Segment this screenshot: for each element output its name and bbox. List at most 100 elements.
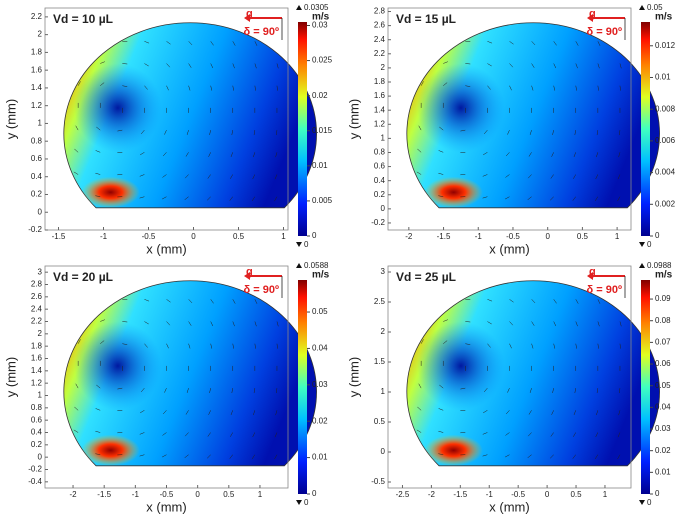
flow-arrow <box>617 454 621 460</box>
colorbar-tick-label: 0.04 <box>312 344 328 353</box>
flow-arrow <box>420 339 424 344</box>
flow-arrow <box>575 85 577 91</box>
y-tick-label: 2 <box>38 30 43 39</box>
flow-arrow <box>551 410 554 415</box>
flow-arrow <box>210 85 213 91</box>
flow-arrow <box>595 432 599 438</box>
y-tick-label: -0.2 <box>28 225 42 234</box>
flow-arrow <box>162 432 167 436</box>
flow-arrow <box>254 280 258 282</box>
flow-arrow <box>574 130 577 136</box>
colorbar-tick-label: 0 <box>655 489 660 498</box>
flow-arrow <box>418 383 422 389</box>
x-tick-label: 1 <box>258 490 263 499</box>
flow-arrow <box>395 452 399 455</box>
x-tick-label: -1 <box>486 490 494 499</box>
flow-arrow <box>418 125 422 131</box>
flow-arrow <box>232 22 237 24</box>
x-tick-label: -1 <box>475 232 483 241</box>
panel: -1.5 -1 -0.5 0 0.5 1 -0.2 0 0.2 0.4 0.6 0.8 1 1.2 1.4 1… <box>3 3 332 256</box>
x-tick-label: 1 <box>615 232 620 241</box>
flow-arrow <box>487 63 492 67</box>
x-tick-label: -0.5 <box>506 232 520 241</box>
flow-arrow <box>575 63 578 69</box>
flow-arrow <box>254 321 257 327</box>
x-tick-label: -1.5 <box>453 490 467 499</box>
x-tick-label: -1.5 <box>97 490 111 499</box>
colorbar-tick-label: 0.06 <box>655 359 671 368</box>
flow-arrow <box>230 152 234 158</box>
flow-arrow <box>74 406 79 411</box>
flow-arrow <box>95 172 101 175</box>
y-tick-label: 0.6 <box>31 415 43 424</box>
flow-arrow <box>251 196 256 202</box>
flow-arrow <box>251 454 256 460</box>
flow-arrow <box>77 59 83 64</box>
y-tick-label: -0.5 <box>371 477 385 486</box>
flow-arrow <box>95 218 100 219</box>
flow-arrow <box>597 299 601 304</box>
flow-arrow <box>618 152 621 158</box>
colorbar-unit: m/s <box>655 12 673 23</box>
colorbar-min: 0 <box>647 498 652 507</box>
flow-arrow <box>553 343 556 349</box>
gravity-label: g <box>246 8 253 20</box>
flow-arrow <box>276 130 278 136</box>
flow-arrow <box>596 130 599 136</box>
flow-arrow <box>399 296 403 299</box>
flow-arrow <box>167 277 171 279</box>
y-tick-label: 0.4 <box>374 176 386 185</box>
x-axis-label: x (mm) <box>489 499 529 514</box>
flow-arrow <box>184 454 189 459</box>
flow-arrow <box>252 477 255 481</box>
colorbar-min: 0 <box>647 240 652 249</box>
flow-arrow <box>465 85 471 87</box>
flow-arrow <box>527 477 531 480</box>
flow-arrow <box>396 148 399 152</box>
flow-arrow <box>595 174 599 180</box>
flow-arrow <box>209 130 211 136</box>
flow-arrow <box>505 432 510 436</box>
flow-arrow <box>439 384 444 389</box>
flow-arrow <box>95 195 101 197</box>
flow-arrow <box>420 317 426 322</box>
x-tick-label: 0 <box>545 232 550 241</box>
colorbar-max: 0.05 <box>647 3 663 12</box>
flow-arrow <box>276 388 278 394</box>
flow-arrow <box>144 299 150 302</box>
flow-arrow <box>572 196 576 201</box>
flow-arrow <box>274 219 277 223</box>
flow-arrow <box>144 63 149 67</box>
colorbar-tick-label: 0.08 <box>655 316 671 325</box>
y-tick-label: 1.2 <box>31 378 43 387</box>
flow-arrow <box>510 19 514 21</box>
flow-arrow <box>276 280 280 282</box>
flow-arrow <box>54 383 56 388</box>
vortex <box>417 321 505 411</box>
flow-arrow <box>252 432 256 438</box>
flow-arrow <box>100 39 106 42</box>
flow-arrow <box>575 41 579 46</box>
colorbar <box>641 22 650 236</box>
flow-arrow <box>139 432 145 435</box>
flow-arrow <box>416 475 421 477</box>
flow-arrow <box>253 388 256 394</box>
flow-arrow <box>254 299 258 304</box>
flow-arrow <box>253 130 256 136</box>
flow-arrow <box>139 454 145 457</box>
flow-arrow <box>575 299 579 304</box>
flow-arrow <box>509 85 512 91</box>
flow-arrow <box>73 171 79 175</box>
flow-arrow <box>595 219 598 223</box>
field-overlay <box>73 22 280 223</box>
flow-arrow <box>531 41 536 46</box>
flow-arrow <box>482 196 488 199</box>
flow-arrow <box>232 63 235 69</box>
flow-arrow <box>527 174 532 179</box>
flow-arrow <box>254 85 256 91</box>
flow-arrow <box>77 339 81 344</box>
flow-arrow <box>207 174 211 179</box>
flow-arrow <box>482 174 488 177</box>
y-tick-label: 1 <box>38 119 43 128</box>
flow-arrow <box>210 63 214 69</box>
